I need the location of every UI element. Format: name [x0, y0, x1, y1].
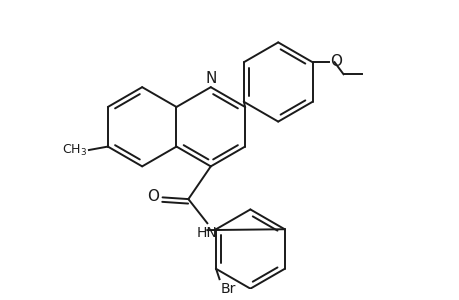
Text: O: O	[147, 189, 159, 204]
Text: N: N	[205, 71, 216, 86]
Text: O: O	[330, 54, 341, 69]
Text: CH$_3$: CH$_3$	[62, 142, 87, 158]
Text: Br: Br	[220, 282, 235, 296]
Text: HN: HN	[196, 226, 217, 240]
